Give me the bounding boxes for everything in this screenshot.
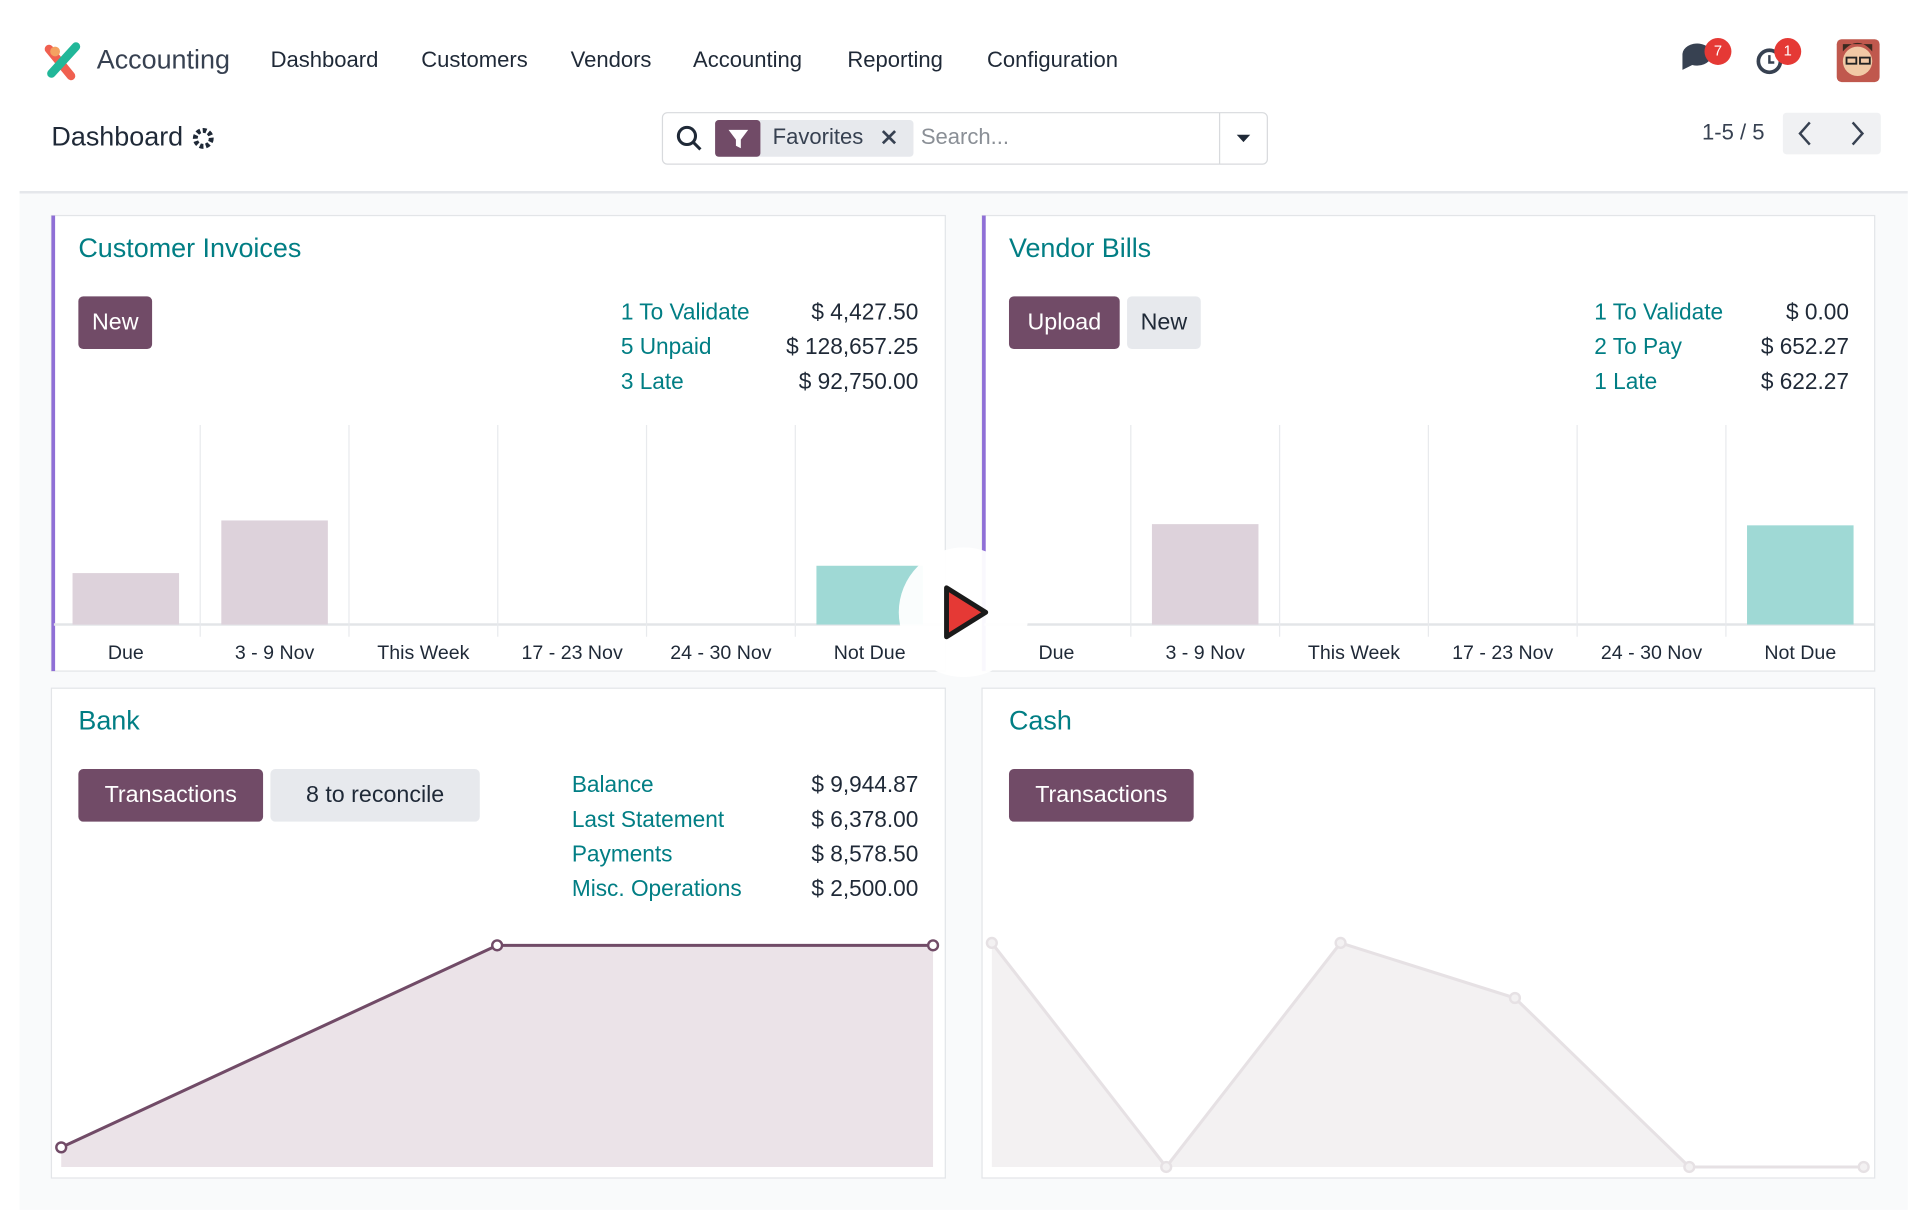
stat-amount: $ 8,578.50 <box>811 840 918 866</box>
primary-button[interactable] <box>1008 769 1194 822</box>
button-label[interactable]: Transactions <box>105 781 237 807</box>
primary-button[interactable] <box>1008 296 1120 350</box>
pager-buttons <box>1782 112 1881 155</box>
menu-item[interactable]: Dashboard <box>271 47 379 72</box>
button-label[interactable]: 8 to reconcile <box>306 781 444 807</box>
journal-card: Customer Invoices New 1 To Validate $ 4,427… <box>50 214 946 672</box>
stat-label[interactable]: 5 Unpaid <box>621 333 712 359</box>
activities-icon[interactable]: 1 <box>1756 38 1802 75</box>
user-avatar[interactable] <box>1836 39 1880 83</box>
stat-label[interactable]: Payments <box>572 840 673 866</box>
pager: 1-5 / 5 <box>1702 119 1764 144</box>
card-title[interactable]: Customer Invoices <box>78 233 301 263</box>
video-play-overlay[interactable] <box>898 547 1029 678</box>
x-tick-label: 24 - 30 Nov <box>670 642 771 664</box>
facet[interactable] <box>715 120 914 157</box>
card-title[interactable]: Bank <box>78 706 140 736</box>
pager-next[interactable] <box>1851 121 1865 146</box>
menu-item[interactable]: Configuration <box>987 47 1118 72</box>
stat-label[interactable]: 1 To Validate <box>621 298 750 324</box>
journal-card: Bank Transactions 8 to reconcile Balance $ 9… <box>50 687 946 1179</box>
x-tick-label: 3 - 9 Nov <box>235 642 315 664</box>
search-input[interactable]: Search... <box>921 124 1009 149</box>
point <box>1160 1160 1173 1174</box>
bar <box>1747 525 1854 625</box>
button-label[interactable]: New <box>1141 308 1188 334</box>
bar <box>1151 524 1259 625</box>
card-accent <box>982 215 986 672</box>
stat-label[interactable]: 3 Late <box>621 368 684 394</box>
x-tick-label: 3 - 9 Nov <box>1165 642 1245 664</box>
area <box>991 942 1864 1167</box>
stat-label[interactable]: Last Statement <box>572 806 725 832</box>
secondary-button[interactable] <box>270 769 480 822</box>
facet-label: Favorites <box>773 124 864 149</box>
x-tick-label: Due <box>108 642 144 664</box>
bar <box>72 573 180 625</box>
point <box>1683 1160 1696 1174</box>
badge: 1 <box>1784 43 1792 59</box>
funnel <box>728 129 749 149</box>
point <box>1857 1160 1870 1174</box>
bar <box>221 520 328 625</box>
x-tick-label: This Week <box>1308 642 1400 664</box>
app-name[interactable]: Accounting <box>97 44 230 74</box>
stat-amount: $ 652.27 <box>1761 333 1849 359</box>
x-tick-label: Not Due <box>834 642 906 664</box>
point <box>491 939 504 952</box>
card-accent <box>51 215 56 672</box>
stat-label[interactable]: 2 To Pay <box>1594 333 1682 359</box>
x-tick-label: 17 - 23 Nov <box>522 642 623 664</box>
breadcrumb: Dashboard <box>51 122 183 152</box>
stat-amount: $ 0.00 <box>1786 298 1849 324</box>
point <box>985 936 998 950</box>
button-label[interactable]: Transactions <box>1035 781 1167 807</box>
x-tick-label: Not Due <box>1764 642 1836 664</box>
stat-amount: $ 92,750.00 <box>799 368 919 394</box>
x-tick-label: 24 - 30 Nov <box>1601 642 1702 664</box>
pager-prev[interactable] <box>1798 121 1811 146</box>
menu-item[interactable]: Vendors <box>571 47 652 72</box>
app-logo[interactable] <box>44 42 81 81</box>
stat-amount: $ 6,378.00 <box>811 806 918 832</box>
stat-label[interactable]: Balance <box>572 771 654 797</box>
menu-item[interactable]: Customers <box>421 47 528 72</box>
point <box>55 1141 68 1154</box>
stat-amount: $ 2,500.00 <box>811 875 918 901</box>
menu-item[interactable]: Reporting <box>847 47 943 72</box>
primary-button[interactable] <box>78 769 264 822</box>
x-tick-label: Due <box>1038 642 1074 664</box>
journal-card: Cash Transactions <box>981 687 1876 1179</box>
messages-icon[interactable]: 7 <box>1682 38 1732 70</box>
stat-label[interactable]: 1 Late <box>1594 368 1657 394</box>
settings-gear[interactable] <box>192 128 214 149</box>
stat-label[interactable]: 1 To Validate <box>1594 298 1723 324</box>
x-tick-label: 17 - 23 Nov <box>1452 642 1553 664</box>
card-title[interactable]: Cash <box>1009 706 1072 736</box>
stat-amount: $ 9,944.87 <box>811 771 918 797</box>
primary-button[interactable] <box>78 296 153 350</box>
stat-amount: $ 4,427.50 <box>811 298 918 324</box>
stat-amount: $ 128,657.25 <box>786 333 918 359</box>
facet-remove[interactable] <box>881 130 897 145</box>
menu-item[interactable]: Accounting <box>693 47 802 72</box>
journal-card: Vendor Bills Upload New 1 To Validate $ 0.00… <box>981 214 1876 672</box>
point <box>926 939 940 952</box>
badge: 7 <box>1714 43 1722 59</box>
point <box>1334 936 1347 950</box>
button-label[interactable]: Upload <box>1027 308 1101 334</box>
area <box>61 945 934 1167</box>
line <box>990 941 1864 1170</box>
search-toggle[interactable] <box>1236 134 1251 143</box>
stat-amount: $ 622.27 <box>1761 368 1849 394</box>
button-label[interactable]: New <box>92 308 139 334</box>
card-title[interactable]: Vendor Bills <box>1009 233 1151 263</box>
point <box>1508 991 1522 1005</box>
secondary-button[interactable] <box>1127 296 1201 350</box>
x-tick-label: This Week <box>377 642 469 664</box>
search-icon[interactable] <box>676 125 702 151</box>
stat-label[interactable]: Misc. Operations <box>572 875 742 901</box>
